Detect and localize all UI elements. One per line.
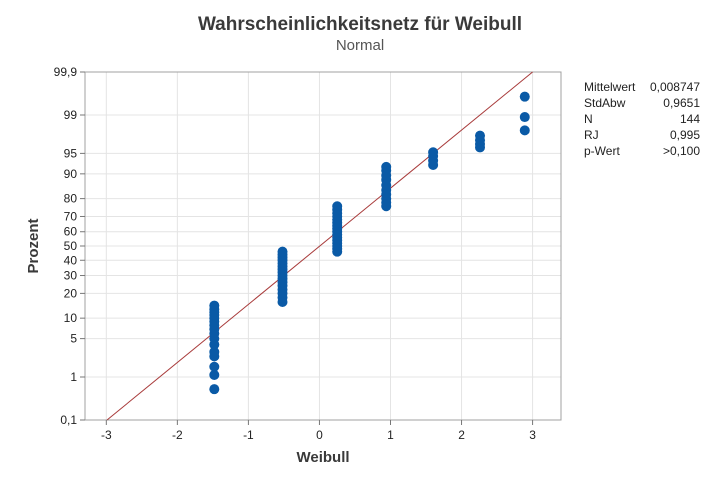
data-point xyxy=(332,201,343,212)
y-tick-label: 70 xyxy=(64,209,78,223)
stats-label: StdAbw xyxy=(584,96,626,110)
data-point xyxy=(475,130,486,141)
y-tick-label: 80 xyxy=(64,192,78,206)
data-points xyxy=(209,91,530,395)
stats-value: >0,100 xyxy=(663,144,700,158)
y-tick-label: 99 xyxy=(64,108,78,122)
data-point xyxy=(519,112,530,123)
data-point xyxy=(209,361,220,372)
fit-line xyxy=(106,71,533,421)
y-tick-label: 5 xyxy=(70,332,77,346)
x-tick-label: -3 xyxy=(101,428,112,442)
stats-label: p-Wert xyxy=(584,144,620,158)
y-tick-label: 20 xyxy=(64,286,78,300)
data-point xyxy=(381,161,392,172)
grid xyxy=(85,71,561,421)
data-point xyxy=(209,369,220,380)
y-tick-label: 40 xyxy=(64,253,78,267)
data-point xyxy=(209,384,220,395)
y-tick-label: 1 xyxy=(70,370,77,384)
stats-table: Mittelwert 0,008747 StdAbw 0,9651 N 144 RJ 0,99… xyxy=(584,80,700,158)
y-tick-label: 0,1 xyxy=(60,413,77,427)
stats-value: 0,008747 xyxy=(650,80,700,94)
chart-subtitle: Normal xyxy=(336,37,384,54)
stats-label: RJ xyxy=(584,128,599,142)
x-tick-label: 0 xyxy=(316,428,323,442)
data-point xyxy=(519,125,530,136)
fit-line-layer xyxy=(106,71,533,421)
stats-value: 0,995 xyxy=(670,128,700,142)
y-tick-label: 60 xyxy=(64,225,78,239)
x-tick-label: 2 xyxy=(458,428,465,442)
x-tick-label: -1 xyxy=(243,428,254,442)
y-tick-label: 10 xyxy=(64,311,78,325)
stats-label: N xyxy=(584,112,593,126)
y-tick-label: 95 xyxy=(64,146,78,160)
data-point xyxy=(428,147,439,158)
x-axis-title: Weibull xyxy=(296,449,349,466)
data-point xyxy=(519,91,530,102)
y-tick-label: 50 xyxy=(64,239,78,253)
x-tick-label: 3 xyxy=(529,428,536,442)
x-tick-label: -2 xyxy=(172,428,183,442)
stats-label: Mittelwert xyxy=(584,80,636,94)
data-point xyxy=(209,300,220,311)
y-tick-label: 30 xyxy=(64,269,78,283)
y-axis-title: Prozent xyxy=(25,218,42,273)
y-tick-label: 99,9 xyxy=(54,65,78,79)
data-point xyxy=(209,346,220,357)
stats-value: 144 xyxy=(680,112,700,126)
y-tick-label: 90 xyxy=(64,167,78,181)
chart-title: Wahrscheinlichkeitsnetz für Weibull xyxy=(198,14,522,35)
data-point xyxy=(277,246,288,257)
stats-value: 0,9651 xyxy=(663,96,700,110)
x-tick-label: 1 xyxy=(387,428,394,442)
